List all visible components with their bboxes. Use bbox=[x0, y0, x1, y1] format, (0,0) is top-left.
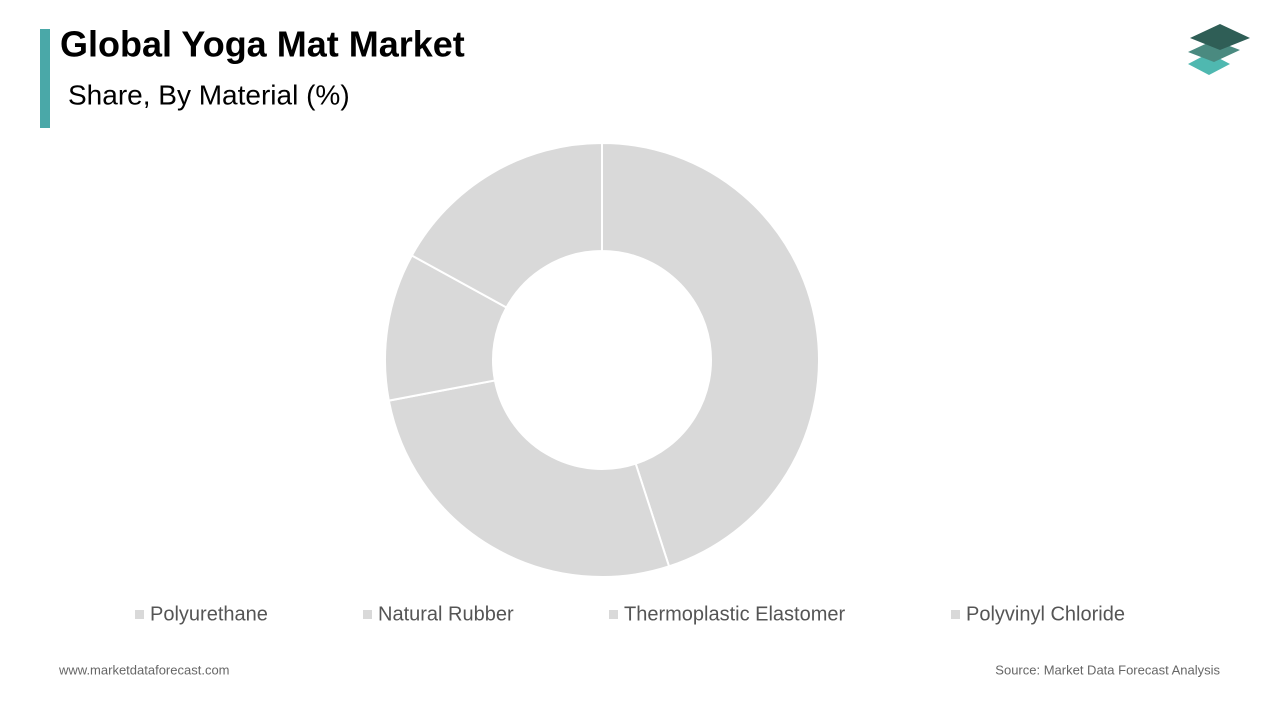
legend-swatch bbox=[135, 610, 144, 619]
legend-swatch bbox=[363, 610, 372, 619]
logo bbox=[1188, 24, 1250, 75]
legend-label: Thermoplastic Elastomer bbox=[624, 603, 846, 625]
legend-swatch bbox=[609, 610, 618, 619]
logo-layer bbox=[1190, 24, 1250, 50]
chart-title: Global Yoga Mat Market bbox=[60, 24, 465, 65]
title-accent bbox=[40, 29, 50, 128]
source: Source: Market Data Forecast Analysis bbox=[995, 662, 1220, 677]
donut-slice bbox=[601, 141, 820, 568]
website: www.marketdataforecast.com bbox=[58, 662, 230, 677]
legend-label: Polyvinyl Chloride bbox=[966, 603, 1125, 625]
chart-subtitle: Share, By Material (%) bbox=[68, 79, 350, 110]
donut-slice bbox=[410, 141, 603, 309]
legend-label: Polyurethane bbox=[150, 603, 268, 625]
legend-swatch bbox=[951, 610, 960, 619]
legend-label: Natural Rubber bbox=[378, 603, 514, 625]
donut-slice bbox=[387, 379, 671, 578]
